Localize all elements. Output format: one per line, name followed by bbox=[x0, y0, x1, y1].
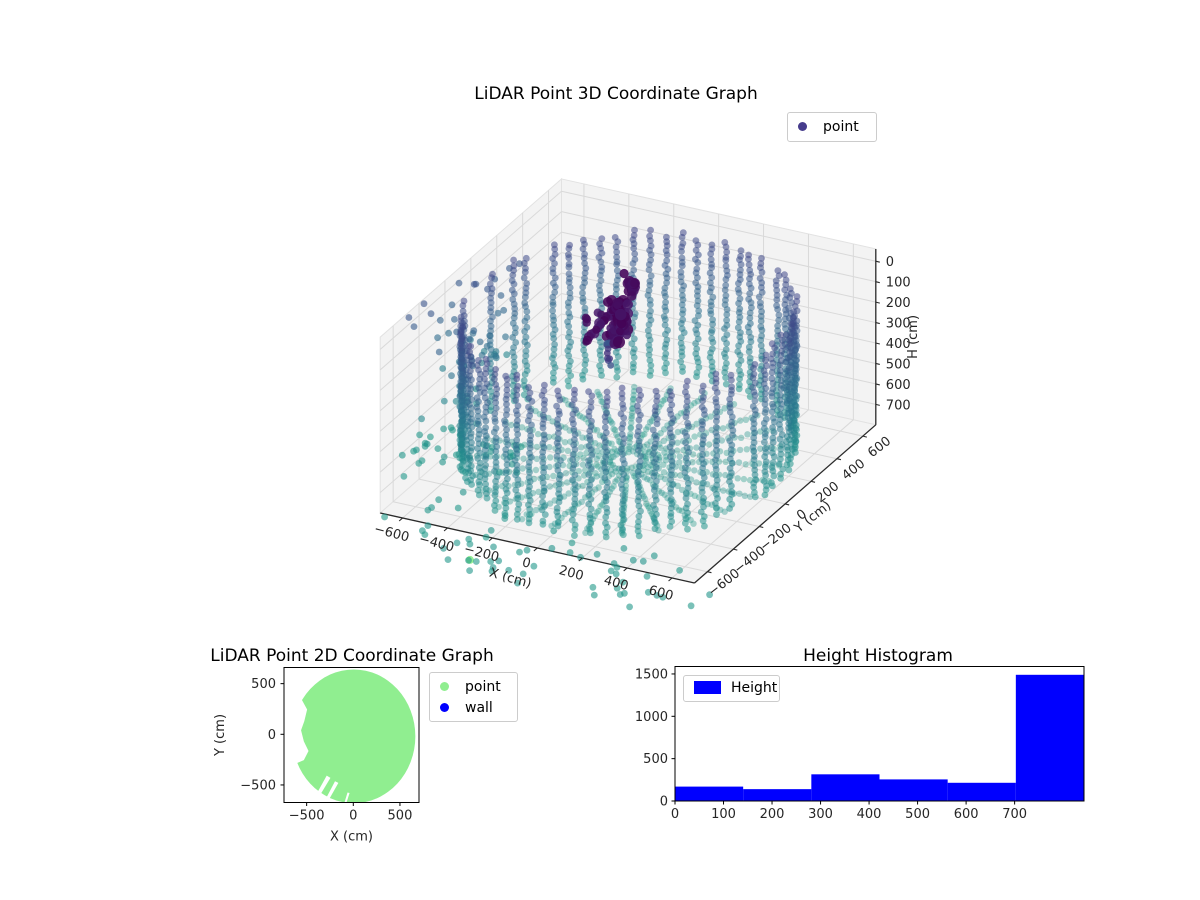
svg-text:600: 600 bbox=[865, 434, 894, 461]
svg-text:0: 0 bbox=[671, 807, 679, 822]
svg-text:400: 400 bbox=[857, 807, 882, 822]
plot3d-legend: point bbox=[787, 112, 877, 142]
svg-text:0: 0 bbox=[268, 728, 276, 743]
svg-text:−600: −600 bbox=[372, 522, 410, 546]
svg-text:−500: −500 bbox=[289, 809, 325, 824]
svg-text:1000: 1000 bbox=[635, 710, 668, 725]
plot3d-points bbox=[381, 226, 801, 611]
svg-text:0: 0 bbox=[886, 255, 894, 270]
svg-text:500: 500 bbox=[388, 809, 413, 824]
legend-item-point: point bbox=[440, 676, 509, 697]
svg-text:300: 300 bbox=[886, 317, 911, 332]
svg-text:500: 500 bbox=[886, 357, 911, 372]
legend-item-wall: wall bbox=[440, 697, 509, 718]
legend-label: wall bbox=[465, 699, 493, 716]
svg-text:1500: 1500 bbox=[635, 667, 668, 682]
wall-marker-icon bbox=[440, 703, 449, 712]
histogram-bars bbox=[675, 674, 1084, 801]
plot3d-ticks bbox=[398, 260, 880, 582]
svg-text:200: 200 bbox=[760, 807, 785, 822]
plot2d-axes bbox=[280, 667, 420, 806]
point-marker-icon bbox=[798, 122, 807, 131]
svg-text:600: 600 bbox=[954, 807, 979, 822]
svg-text:400: 400 bbox=[886, 337, 911, 352]
svg-text:200: 200 bbox=[557, 563, 585, 584]
svg-text:0: 0 bbox=[660, 795, 668, 810]
svg-text:0: 0 bbox=[520, 555, 532, 572]
svg-text:−200: −200 bbox=[757, 521, 794, 555]
svg-text:H (cm): H (cm) bbox=[906, 315, 921, 359]
height-swatch-icon bbox=[694, 681, 721, 694]
svg-text:500: 500 bbox=[251, 677, 276, 692]
plot2d-legend: point wall bbox=[429, 672, 518, 722]
svg-text:0: 0 bbox=[349, 809, 357, 824]
histogram-axes bbox=[671, 666, 1085, 805]
svg-text:700: 700 bbox=[1002, 807, 1027, 822]
svg-text:X (cm): X (cm) bbox=[330, 830, 373, 845]
svg-text:200: 200 bbox=[813, 479, 842, 506]
histogram-legend: Height bbox=[683, 675, 780, 702]
svg-text:100: 100 bbox=[886, 276, 911, 291]
plot3d-title: LiDAR Point 3D Coordinate Graph bbox=[474, 84, 758, 104]
histogram-title: Height Histogram bbox=[803, 646, 953, 666]
svg-text:700: 700 bbox=[886, 398, 911, 413]
svg-text:200: 200 bbox=[886, 296, 911, 311]
legend-label: point bbox=[465, 678, 501, 695]
svg-text:600: 600 bbox=[647, 583, 675, 604]
svg-text:Y (cm): Y (cm) bbox=[213, 714, 228, 757]
legend-item-point: point bbox=[798, 116, 868, 137]
svg-text:600: 600 bbox=[886, 378, 911, 393]
svg-text:−400: −400 bbox=[417, 532, 455, 556]
svg-text:100: 100 bbox=[711, 807, 736, 822]
svg-text:300: 300 bbox=[808, 807, 833, 822]
svg-text:−500: −500 bbox=[240, 778, 276, 793]
legend-item-height: Height bbox=[694, 680, 777, 695]
plot2d-blob bbox=[284, 669, 416, 803]
point-marker-icon bbox=[440, 682, 449, 691]
svg-text:500: 500 bbox=[905, 807, 930, 822]
plot2d-title: LiDAR Point 2D Coordinate Graph bbox=[210, 646, 494, 666]
svg-text:400: 400 bbox=[839, 456, 868, 483]
legend-label: point bbox=[823, 118, 859, 135]
legend-label: Height bbox=[731, 679, 778, 696]
svg-text:400: 400 bbox=[602, 573, 630, 594]
svg-text:500: 500 bbox=[643, 752, 668, 767]
